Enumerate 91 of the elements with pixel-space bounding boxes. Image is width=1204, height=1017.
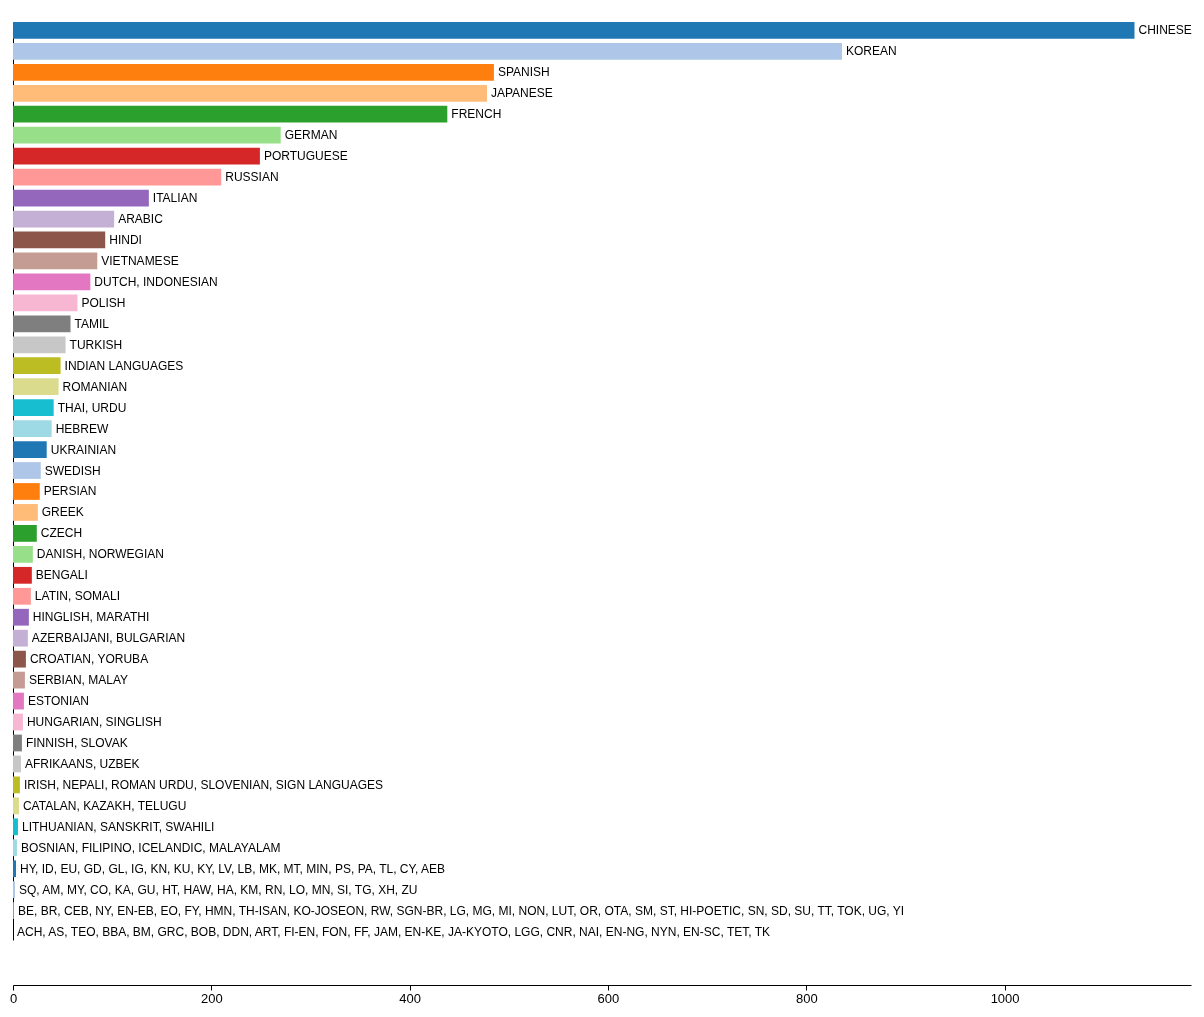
bar [13,210,115,228]
y-tick-label: IRISH, NEPALI, ROMAN URDU, SLOVENIAN, SIGN LANGUAGES [23,777,384,792]
bar [13,441,47,458]
y-tick-label: SERBIAN, MALAY [28,673,129,688]
y-tick-label: KOREAN [845,44,897,59]
y-tick-label: TAMIL [74,316,110,331]
bar [13,42,842,60]
y-tick-label: SWEDISH [44,463,101,478]
bar [13,126,281,144]
x-tick-label: 600 [597,990,620,1006]
y-tick-label: BENGALI [35,568,88,583]
bar [13,608,29,626]
bar [13,420,52,437]
bar [13,252,98,270]
y-tick-label: RUSSIAN [225,170,279,185]
y-tick-label: GREEK [41,505,84,520]
bar [13,378,59,396]
bar [13,839,17,857]
y-tick-label: HUNGARIAN, SINGLISH [26,715,162,730]
bar [13,734,22,752]
bar [13,797,19,815]
bar [13,755,21,773]
y-tick-label: VIETNAMESE [101,253,179,268]
bar [13,587,31,605]
bar [13,629,28,647]
bar [13,315,71,333]
y-tick-label: CROATIAN, YORUBA [29,652,149,667]
bar [13,105,448,123]
bar [13,84,487,102]
y-tick-label: HY, ID, EU, GD, GL, IG, KN, KU, KY, LV, LB, MK, MT, MIN, PS, PA, TL, CY, AEB [19,861,446,876]
y-tick-label: AZERBAIJANI, BULGARIAN [31,631,186,646]
bar [13,22,1135,39]
y-tick-label: HINDI [109,232,142,247]
y-tick-label: TURKISH [69,337,123,352]
y-tick-label: CZECH [40,526,83,541]
bar [13,399,54,417]
bar [13,818,18,836]
y-tick-label: ESTONIAN [27,694,90,709]
y-tick-label: POLISH [81,295,126,310]
bar [13,231,106,249]
bar [13,525,37,542]
bar [13,650,26,668]
y-tick-label: PERSIAN [43,484,97,499]
bar [13,336,66,354]
x-tick-label: 800 [795,990,818,1006]
x-tick-label: 0 [9,990,18,1006]
y-tick-label: THAI, URDU [57,400,127,415]
bar [13,483,40,500]
bar [13,168,222,186]
bar [13,294,78,312]
bar [13,462,41,479]
bar [13,189,149,207]
y-tick-label: HEBREW [55,421,110,436]
bar [13,713,23,731]
y-tick-label: ITALIAN [152,191,198,206]
bar [13,357,61,375]
bar [13,566,32,584]
bar [13,504,38,521]
bar [13,273,91,291]
x-tick-label: 1000 [990,990,1020,1006]
y-tick-label: JAPANESE [490,86,553,101]
y-tick-label: LATIN, SOMALI [34,589,120,604]
y-tick-label: DUTCH, INDONESIAN [94,274,218,289]
y-tick-label: INDIAN LANGUAGES [64,358,184,373]
y-tick-label: ARABIC [118,212,164,227]
y-tick-label: HINGLISH, MARATHI [32,610,150,625]
y-tick-label: BE, BR, CEB, NY, EN-EB, EO, FY, HMN, TH-ISAN, KO-JOSEON, RW, SGN-BR, LG, MG, MI, NON, LUT, OR, OTA, SM, ST, HI-POETIC, SN, SD, SU, TT, TOK, UG, YI [17,903,905,918]
y-tick-label: SQ, AM, MY, CO, KA, GU, HT, HAW, HA, KM, RN, LO, MN, SI, TG, XH, ZU [18,882,418,897]
y-tick-label: ROMANIAN [62,379,128,394]
bar [13,692,24,710]
y-tick-label: FRENCH [451,107,502,122]
y-tick-label: SPANISH [497,65,550,80]
y-tick-label: ACH, AS, TEO, BBA, BM, GRC, BOB, DDN, ART, FI-EN, FON, FF, JAM, EN-KE, JA-KYOTO, LGG, CNR, NAI, EN-NG, NYN, EN-SC, TET, TK [17,924,771,939]
bar [13,545,33,563]
x-tick-label: 400 [399,990,421,1006]
y-tick-label: BOSNIAN, FILIPINO, ICELANDIC, MALAYALAM [20,840,281,855]
y-tick-label: CHINESE [1138,23,1192,38]
y-tick-label: FINNISH, SLOVAK [25,735,128,750]
y-tick-label: AFRIKAANS, UZBEK [24,756,140,771]
y-tick-label: GERMAN [284,128,338,143]
bar [13,860,16,878]
x-tick-label: 200 [200,990,223,1006]
bar [13,776,20,794]
bar [13,671,25,689]
bar [13,63,494,81]
y-tick-label: PORTUGUESE [263,149,348,164]
y-tick-label: UKRAINIAN [50,442,117,457]
y-tick-label: DANISH, NORWEGIAN [36,547,164,562]
y-tick-label: LITHUANIAN, SANSKRIT, SWAHILI [21,819,215,834]
y-tick-label: CATALAN, KAZAKH, TELUGU [22,798,187,813]
bar [13,147,260,165]
